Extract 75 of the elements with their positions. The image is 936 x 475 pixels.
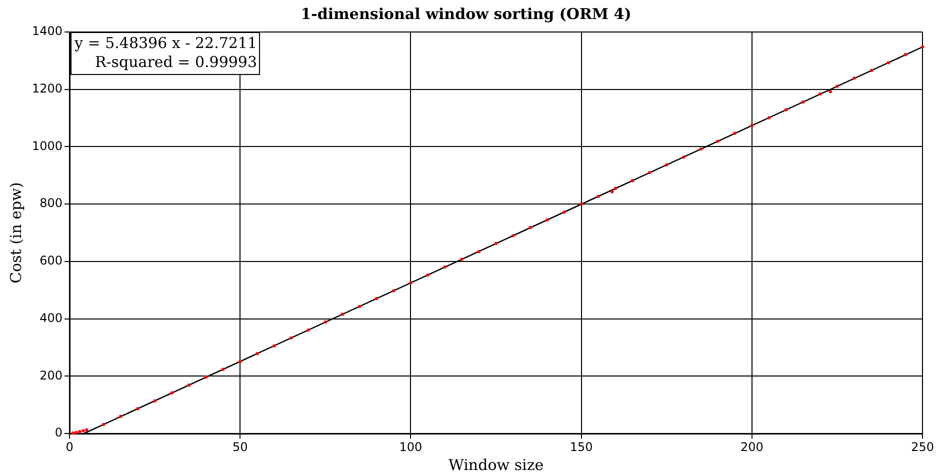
point [272,344,276,348]
point [665,163,668,166]
point [102,422,106,426]
point [733,132,736,135]
point [828,90,832,94]
x-tick-label: 0 [66,440,74,454]
point [170,391,174,394]
y-tick-label: 1200 [32,81,63,96]
point [580,202,583,206]
point [596,194,600,198]
point [818,92,822,96]
point [494,242,498,246]
point [562,210,566,214]
point [74,430,78,434]
chart-title: 1-dimensional window sorting (ORM 4) [300,4,632,23]
point [750,124,754,128]
point [392,289,396,292]
point [767,116,771,120]
y-tick-label: 800 [40,196,63,210]
y-tick-label: 0 [54,426,63,440]
point [904,53,908,56]
point [528,226,532,230]
point [85,428,88,432]
x-tick-label: 200 [740,440,764,454]
y-tick-label: 600 [40,254,63,268]
point [324,320,328,324]
y-tick-label: 200 [40,368,63,382]
point [443,265,446,269]
point [460,258,464,261]
point [716,140,720,143]
point [256,352,259,356]
point [409,281,412,284]
point [648,170,652,174]
point [136,407,140,410]
point [204,375,208,379]
annotation: R-squared = 0.99993 [94,52,258,71]
point [119,414,122,418]
point [886,61,890,64]
point [852,76,856,80]
y-axis-title: Cost (in epw) [6,182,25,284]
point [614,186,618,190]
point [82,429,85,432]
point [426,273,430,277]
point [630,178,634,182]
x-tick-label: 150 [570,440,593,454]
x-tick-label: 100 [399,440,422,454]
point [153,399,156,402]
y-tick-label: 400 [40,310,63,325]
y-tick-label: 1000 [32,138,63,153]
point [512,234,515,238]
point [238,360,242,364]
point [610,190,614,194]
y-tick-label: 1400 [32,24,63,38]
point [290,336,293,340]
point [358,304,362,308]
point [870,68,873,72]
point [699,147,702,151]
point [784,108,788,112]
x-tick-label: 50 [232,440,248,454]
point [306,328,310,332]
point [221,368,225,371]
point [920,45,924,49]
point [340,312,344,316]
point [375,296,378,300]
point [802,100,805,104]
x-tick-label: 250 [911,440,934,454]
point [836,84,839,88]
annotation: y = 5.48396 x - 22.7211 [74,34,258,52]
point [78,430,82,434]
x-axis-title: Window size [448,456,544,474]
point [71,431,75,435]
point [477,250,481,254]
point [682,155,686,159]
point [546,218,549,222]
point [187,384,191,387]
